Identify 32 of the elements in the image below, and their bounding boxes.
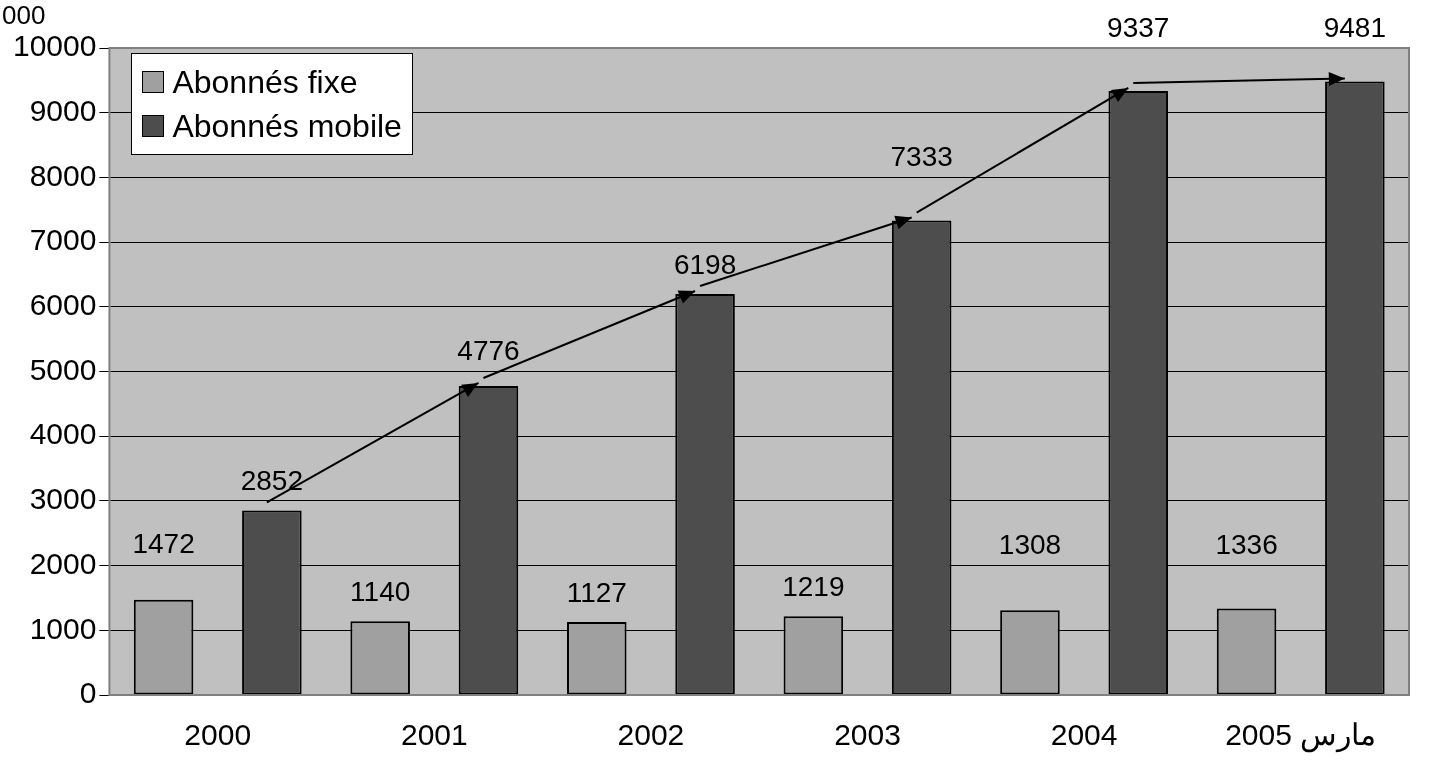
y-tick-label: 1000: [29, 611, 97, 645]
x-tick-label: 2005 مارس: [1225, 718, 1377, 754]
data-label: 1308: [998, 529, 1062, 561]
y-tick-label: 6000: [29, 288, 97, 322]
data-label: 1472: [132, 528, 195, 560]
y-axis-title: 000: [2, 0, 46, 30]
data-label: 1127: [566, 576, 627, 608]
data-label: 1140: [350, 575, 411, 607]
y-tick-label: 9000: [29, 93, 97, 127]
x-tick-label: 2003: [834, 718, 901, 752]
data-label: 4776: [457, 334, 520, 366]
data-label: 9481: [1323, 12, 1386, 44]
data-label: 9337: [1107, 11, 1170, 43]
x-tick-label: 2004: [1050, 718, 1118, 752]
x-tick-label: 2001: [400, 718, 468, 752]
data-label: 6198: [673, 248, 737, 280]
data-label: 1219: [782, 570, 845, 602]
y-tick-label: 3000: [29, 482, 97, 516]
y-tick-label: 4000: [29, 417, 97, 451]
y-tick-label: 8000: [29, 158, 97, 192]
data-label: 1336: [1215, 529, 1278, 561]
x-tick-label: 2002: [617, 718, 685, 752]
y-tick-label: 2000: [29, 546, 97, 580]
legend-label: Abonnés fixe: [172, 63, 358, 102]
data-label: 7333: [890, 141, 953, 173]
y-tick-label: 10000: [12, 29, 97, 63]
y-tick-label: 5000: [29, 352, 97, 386]
y-tick-label: 0: [79, 676, 97, 710]
data-label: 2852: [240, 465, 304, 497]
x-tick-label: 2000: [184, 718, 252, 752]
legend-label: Abonnés mobile: [172, 107, 402, 146]
y-tick-label: 7000: [29, 223, 97, 257]
